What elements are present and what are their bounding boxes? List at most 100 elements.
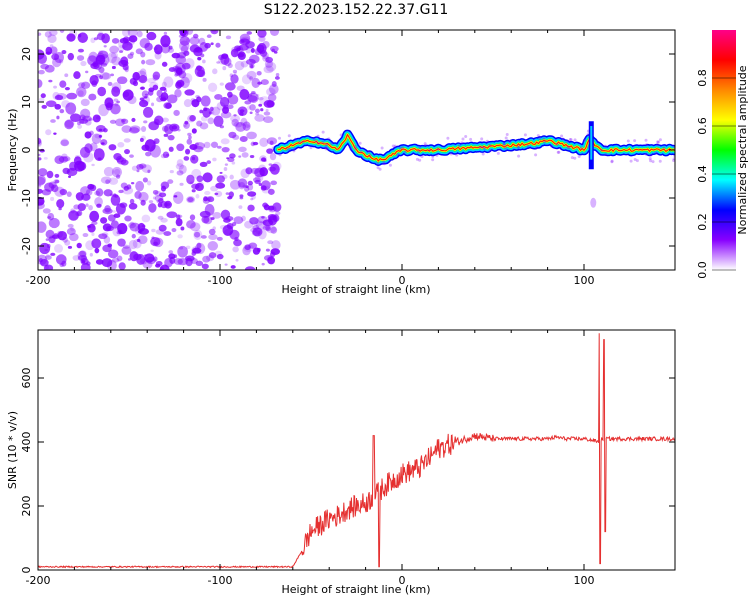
noise-blob — [224, 82, 236, 91]
noise-blob — [149, 144, 161, 158]
ridge-speckle — [293, 147, 297, 151]
noise-blob — [136, 169, 140, 173]
noise-blob — [77, 210, 83, 217]
noise-blob — [257, 42, 267, 54]
noise-blob — [216, 253, 224, 260]
ridge-speckle — [582, 138, 586, 142]
noise-blob — [123, 138, 131, 143]
noise-blob — [159, 86, 167, 91]
noise-blob — [229, 174, 234, 180]
ridge-speckle — [569, 138, 573, 142]
noise-blob — [262, 55, 270, 62]
noise-blob — [101, 33, 110, 44]
noise-blob — [39, 259, 49, 267]
noise-blob — [177, 80, 185, 87]
noise-blob — [260, 79, 269, 86]
noise-blob — [202, 255, 211, 263]
x-tick-label: -200 — [26, 574, 51, 587]
noise-blob — [192, 247, 202, 254]
noise-blob — [135, 48, 143, 55]
noise-blob — [219, 125, 225, 129]
noise-blob — [98, 66, 105, 73]
noise-blob — [93, 148, 105, 161]
ridge-speckle — [517, 145, 521, 149]
noise-blob — [91, 163, 95, 167]
noise-blob — [67, 52, 75, 61]
noise-blob — [166, 94, 178, 104]
noise-blob — [215, 182, 226, 189]
noise-blob — [121, 30, 131, 37]
ridge-speckle — [339, 133, 343, 137]
ridge-speckle — [415, 157, 419, 161]
noise-blob — [121, 118, 129, 125]
noise-blob — [90, 142, 98, 152]
noise-blob — [244, 186, 250, 192]
ridge-speckle — [316, 142, 320, 146]
noise-blob — [233, 121, 243, 128]
noise-blob — [202, 77, 207, 82]
noise-blob — [45, 100, 57, 108]
ridge-speckle — [354, 147, 358, 151]
noise-blob — [190, 154, 199, 164]
noise-blob — [145, 151, 152, 157]
noise-blob — [77, 124, 82, 129]
noise-blob — [114, 194, 119, 198]
noise-blob — [76, 55, 85, 61]
noise-blob — [209, 106, 214, 112]
noise-blob — [105, 179, 110, 185]
noise-blob — [139, 86, 144, 90]
ridge-speckle — [655, 143, 659, 147]
ridge-speckle — [626, 139, 630, 143]
noise-blob — [203, 141, 211, 149]
noise-blob — [153, 44, 163, 55]
noise-blob — [77, 203, 86, 212]
noise-blob — [189, 36, 200, 46]
noise-blob — [257, 228, 267, 240]
noise-blob — [58, 207, 62, 211]
noise-blob — [176, 170, 184, 176]
ridge-speckle — [457, 144, 461, 148]
noise-blob — [244, 244, 251, 251]
noise-blob — [108, 144, 117, 151]
noise-blob — [153, 138, 160, 145]
noise-blob — [185, 245, 191, 250]
noise-blob — [64, 73, 69, 78]
noise-blob — [252, 141, 259, 146]
noise-blob — [240, 60, 249, 68]
noise-blob — [107, 81, 113, 87]
noise-blob — [172, 191, 184, 204]
noise-blob — [106, 259, 117, 270]
noise-blob — [192, 33, 199, 39]
noise-blob — [179, 182, 184, 186]
noise-blob — [120, 56, 129, 66]
ridge-speckle — [376, 161, 380, 165]
noise-blob — [128, 202, 138, 210]
noise-blob — [231, 118, 239, 127]
noise-blob — [153, 140, 157, 145]
ridge-speckle — [400, 146, 404, 150]
noise-blob — [59, 109, 65, 114]
noise-blob — [115, 174, 121, 179]
ridge-speckle — [380, 146, 384, 150]
y-tick-label: 20 — [20, 47, 33, 61]
noise-blob — [270, 180, 278, 186]
noise-blob — [165, 202, 171, 207]
ridge-speckle — [418, 158, 422, 162]
ridge-speckle — [555, 143, 559, 147]
noise-blob — [176, 159, 184, 167]
noise-blob — [87, 225, 91, 229]
noise-blob — [235, 258, 239, 262]
noise-blob — [38, 183, 42, 188]
noise-blob — [98, 103, 109, 117]
ridge-speckle — [449, 152, 453, 156]
noise-blob — [118, 262, 126, 270]
noise-blob — [262, 51, 269, 60]
noise-blob — [113, 168, 121, 176]
noise-blob — [262, 41, 270, 49]
y-tick-label: 200 — [20, 496, 33, 517]
noise-blob — [231, 46, 241, 53]
noise-blob — [50, 252, 56, 256]
ridge-speckle — [557, 150, 561, 154]
noise-blob — [136, 30, 143, 38]
noise-blob — [66, 191, 72, 197]
